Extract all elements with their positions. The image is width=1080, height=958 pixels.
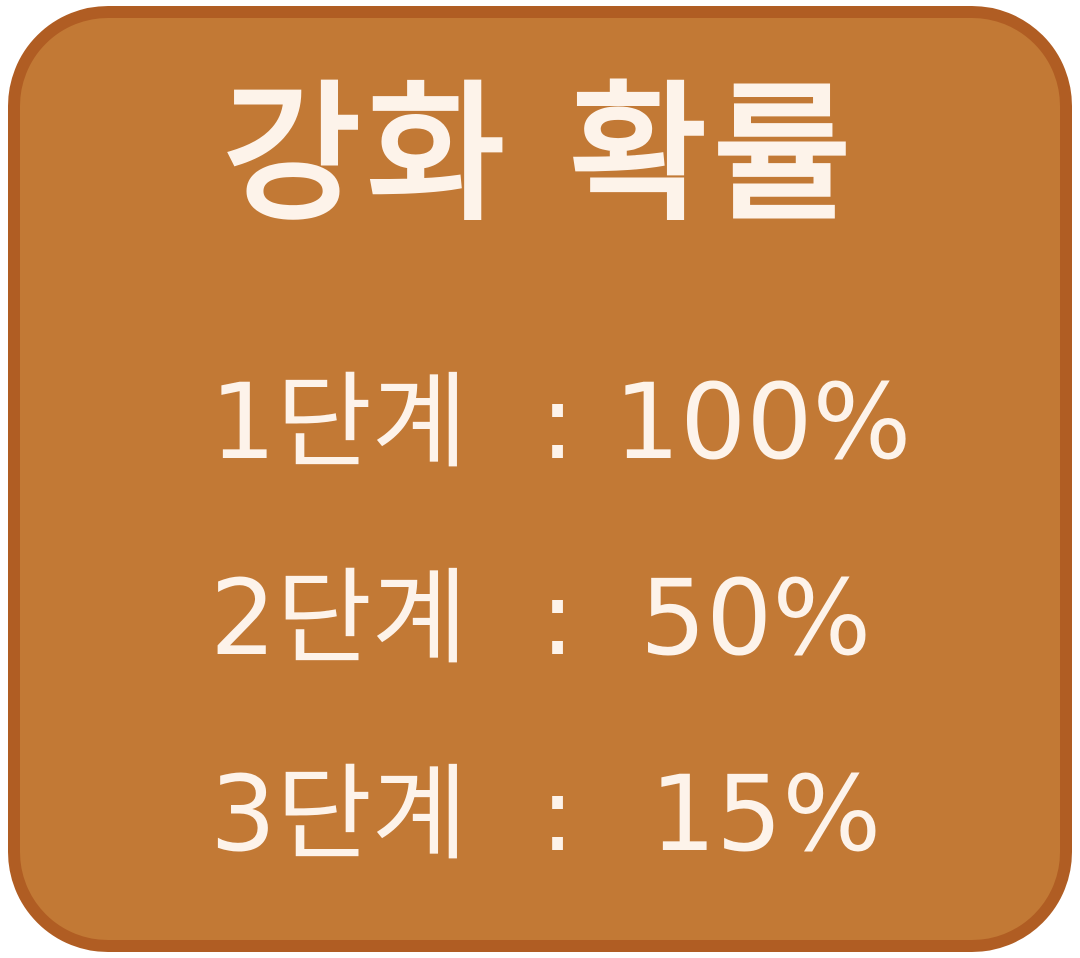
separator: : xyxy=(540,361,576,483)
stage-label: 3단계 xyxy=(210,753,468,875)
panel-title: 강화 확률 xyxy=(222,68,858,242)
probability-panel: 강화 확률 1단계 : 100% 2단계 : 50% 3단계 : 15% xyxy=(8,6,1072,952)
probability-value: 15% xyxy=(650,753,882,875)
stage-label: 2단계 xyxy=(210,557,468,679)
probability-value: 100% xyxy=(614,361,912,483)
separator: : xyxy=(540,753,576,875)
stage-label: 1단계 xyxy=(210,361,468,483)
probability-value: 50% xyxy=(640,557,872,679)
separator: : xyxy=(540,557,576,679)
